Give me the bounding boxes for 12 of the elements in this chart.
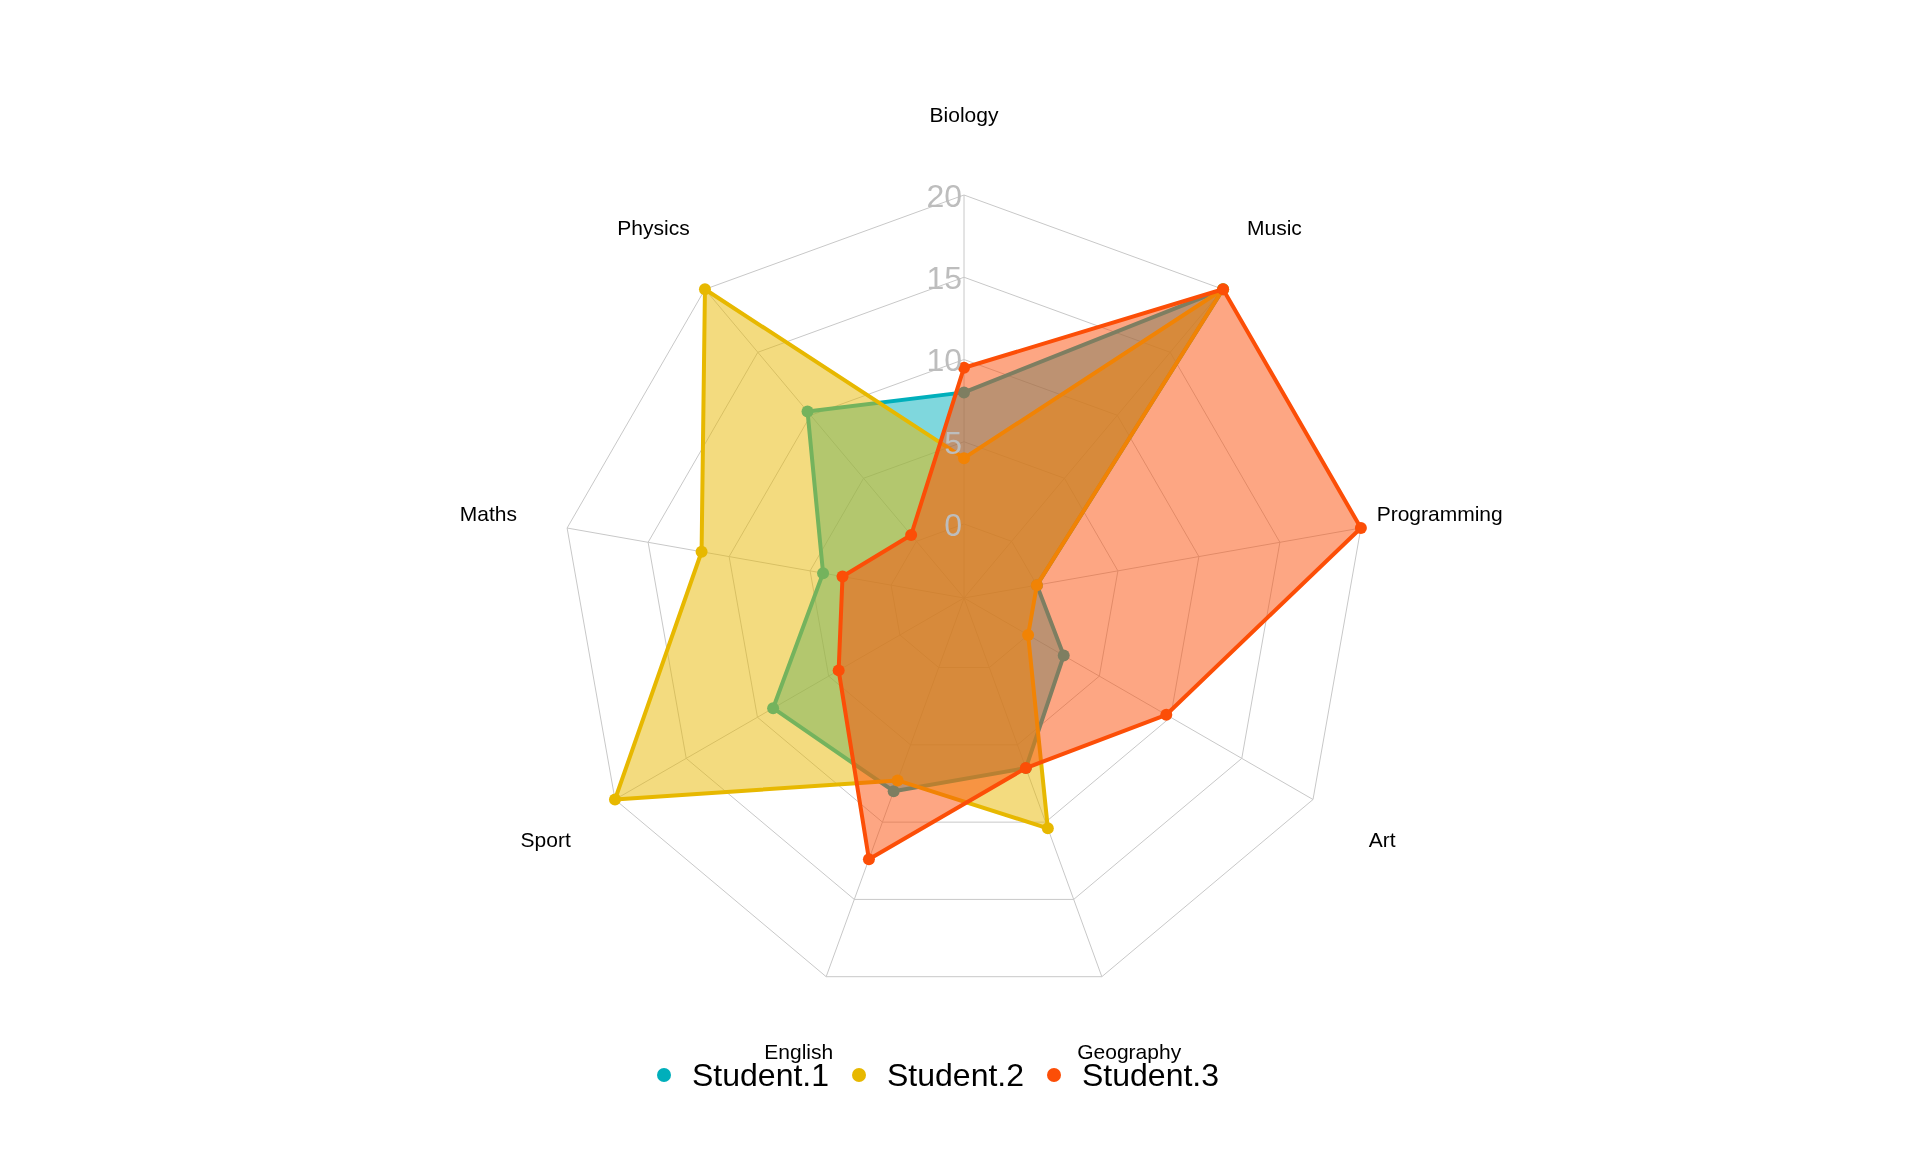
spoke-label: Physics: [617, 216, 690, 239]
y-tick-label: 20: [926, 178, 962, 214]
spoke-label: Art: [1368, 827, 1396, 851]
spoke-label: Music: [1247, 216, 1302, 239]
y-tick-label: 10: [926, 342, 962, 379]
y-tick-label: 15: [926, 260, 962, 297]
y-tick-label: 0: [944, 506, 962, 543]
spoke-label: Programming: [1376, 502, 1503, 526]
spoke-label: Sport: [520, 827, 571, 851]
legend-label: Student.2: [887, 1057, 1024, 1093]
spoke-label: Biology: [929, 103, 999, 126]
spoke-label: Maths: [459, 502, 517, 526]
